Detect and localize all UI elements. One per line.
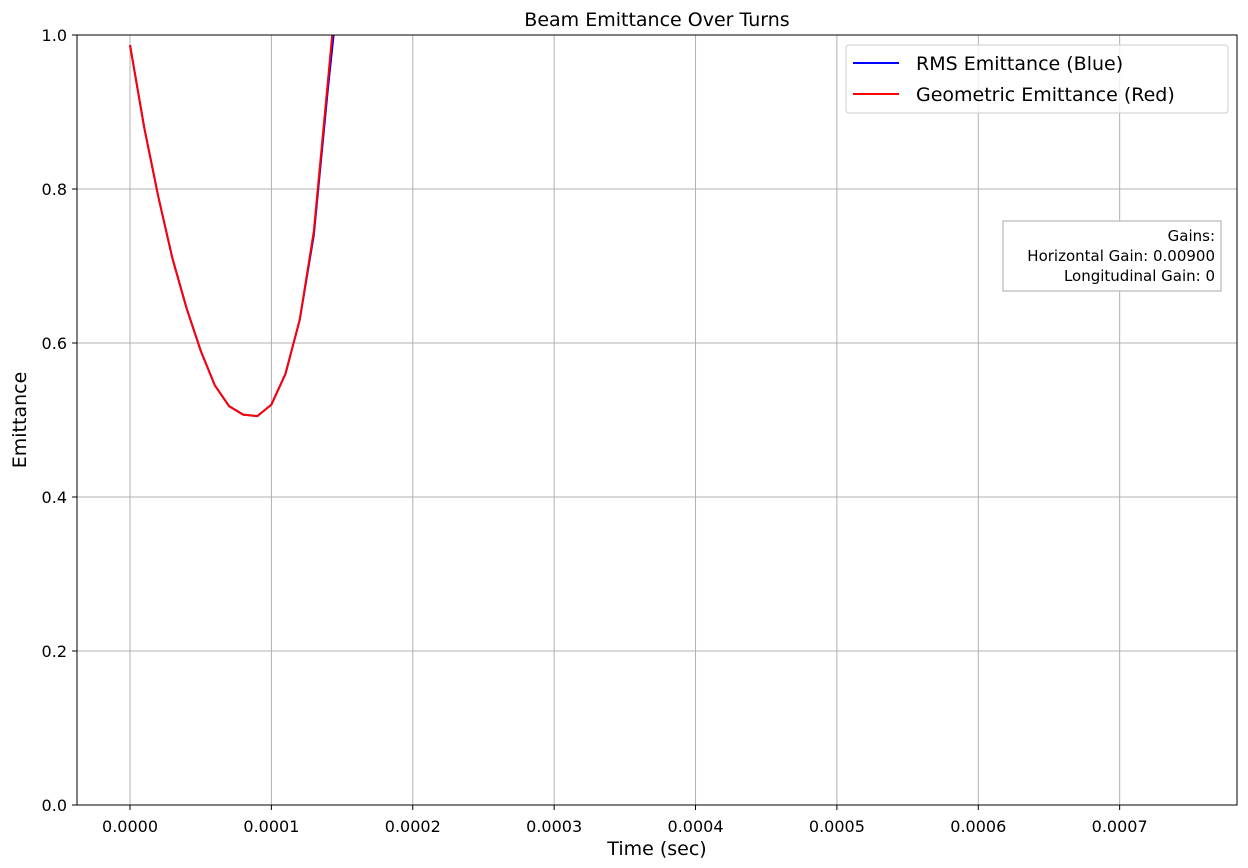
x-tick-label: 0.0000 (102, 817, 158, 836)
series-layer (129, 35, 335, 418)
ticks: 0.0000 0.0001 0.0002 0.0003 0.0004 0.0005 0.00… (42, 26, 1148, 836)
legend-label-geometric: Geometric Emittance (Red) (916, 84, 1175, 106)
horizontal-gain-text: Horizontal Gain: 0.00900 (1027, 247, 1215, 265)
x-tick-label: 0.0003 (526, 817, 582, 836)
chart-title: Beam Emittance Over Turns (524, 9, 789, 31)
x-tick-label: 0.0005 (809, 817, 865, 836)
y-tick-label: 0.6 (42, 334, 67, 353)
x-tick-label: 0.0007 (1092, 817, 1148, 836)
y-axis-label: Emittance (9, 372, 31, 469)
gains-info-frame (1002, 220, 1222, 292)
y-tick-label: 0.2 (42, 642, 67, 661)
x-tick-label: 0.0001 (243, 817, 299, 836)
x-tick-label: 0.0006 (950, 817, 1006, 836)
x-axis-label: Time (sec) (606, 838, 706, 860)
legend: RMS Emittance (Blue) Geometric Emittance… (845, 44, 1229, 114)
y-tick-label: 0.8 (42, 180, 67, 199)
longitudinal-gain-text: Longitudinal Gain: 0 (1064, 267, 1215, 285)
legend-label-rms: RMS Emittance (Blue) (916, 53, 1123, 75)
y-tick-label: 0.0 (42, 796, 67, 815)
series-line-geometric (129, 35, 334, 418)
y-tick-label: 1.0 (42, 26, 67, 45)
legend-box (845, 44, 1229, 114)
x-tick-label: 0.0004 (668, 817, 724, 836)
gains-heading: Gains: (1168, 227, 1215, 245)
gains-info-box: Gains: Horizontal Gain: 0.00900 Longitud… (1002, 220, 1222, 292)
x-tick-label: 0.0002 (385, 817, 441, 836)
y-tick-label: 0.4 (42, 488, 67, 507)
plot-frame (76, 34, 1238, 806)
